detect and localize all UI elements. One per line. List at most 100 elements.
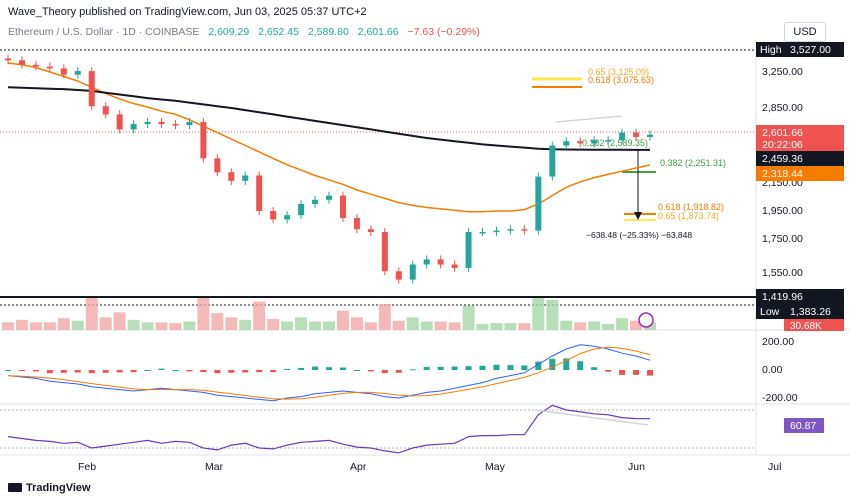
candle-body: [647, 134, 653, 137]
price-tick-1750: 1,750.00: [762, 233, 803, 245]
volume-tag: 30.68K: [790, 321, 822, 332]
fib-382-upper-label: 0.382 (2,589.35): [582, 138, 648, 148]
candle-body: [633, 132, 640, 137]
volume-bar: [476, 324, 489, 330]
macd-hist-bar: [493, 364, 500, 370]
candle-body: [312, 199, 319, 204]
support-tag: 1,419.96: [762, 291, 803, 303]
bar-countdown: 20:22:06: [762, 139, 803, 151]
macd-hist-bar: [186, 370, 193, 372]
macd-hist-bar: [339, 367, 346, 370]
macd-tick-200: 200.00: [762, 336, 794, 348]
rsi-tag-bg: [784, 418, 824, 433]
volume-bar: [392, 320, 405, 330]
volume-bar: [253, 301, 266, 330]
candle-body: [465, 232, 472, 268]
ohlc-high: 2,652.45: [258, 26, 299, 38]
ohlc-close: 2,601.66: [357, 26, 399, 38]
low-tag-label: Low: [760, 306, 780, 318]
measure-arrow-head: [634, 212, 642, 220]
tradingview-brand: TradingView: [26, 482, 91, 494]
tradingview-footer: TradingView: [8, 482, 91, 494]
macd-hist-bar: [465, 366, 472, 370]
macd-hist-bar: [381, 370, 388, 374]
macd-hist-bar: [228, 370, 235, 373]
high-value: 3,527.00: [790, 44, 831, 56]
volume-bar: [323, 321, 335, 330]
volume-bar: [57, 318, 70, 330]
macd-hist-bar: [591, 367, 598, 370]
volume-bar: [29, 322, 42, 330]
macd-hist-bar: [214, 370, 221, 374]
volume-bar: [490, 323, 503, 330]
macd-hist-bar: [116, 370, 123, 373]
macd-hist-bar: [88, 370, 95, 374]
macd-hist-bar: [521, 365, 528, 370]
current-price-bg: [756, 125, 844, 151]
macd-hist-bar: [270, 370, 277, 373]
candle-body: [102, 106, 109, 115]
candle-body: [423, 259, 430, 265]
volume-bar: [588, 321, 601, 330]
high-tag-bg: [756, 42, 784, 57]
macd-hist-bar: [242, 370, 249, 373]
macd-signal-line: [7, 346, 651, 400]
fib-650-upper-label: 0.65 (3,125.09): [588, 67, 649, 77]
macd-hist-bar: [5, 370, 11, 371]
price-tick-1550: 1,550.00: [762, 267, 803, 279]
macd-hist-bar: [647, 370, 653, 376]
macd-tick-neg200: -200.00: [762, 392, 798, 404]
volume-bar: [85, 298, 98, 330]
macd-hist-bar: [312, 366, 319, 370]
volume-bar: [546, 299, 559, 330]
symbol-legend: Ethereum / U.S. Dollar · 1D · COINBASE 2…: [8, 26, 480, 38]
volume-tag-bg: [784, 319, 844, 331]
macd-hist-bar: [353, 370, 360, 371]
macd-hist-bar: [451, 366, 458, 370]
volume-bar: [141, 322, 154, 330]
volume-bar: [267, 319, 280, 330]
candle-body: [200, 121, 207, 159]
low-tag-bg: [756, 304, 784, 319]
volume-bar: [462, 305, 475, 330]
macd-hist-bar: [298, 367, 305, 370]
price-tick-1950: 1,950.00: [762, 205, 803, 217]
volume-bar: [43, 322, 56, 330]
macd-hist-bar: [409, 369, 416, 371]
ema200-line: [7, 86, 650, 151]
candle-body: [493, 230, 500, 233]
indicator-toggle-icon[interactable]: [638, 312, 654, 328]
candle-body: [116, 114, 123, 130]
volume-bar: [2, 322, 14, 330]
volume-bar: [420, 321, 433, 330]
candle-body: [18, 60, 25, 65]
publisher-line: Wave_Theory published on TradingView.com…: [8, 6, 367, 18]
candle-body: [130, 124, 137, 130]
macd-hist-bar: [200, 370, 207, 373]
macd-hist-bar: [367, 370, 374, 372]
macd-hist-bar: [577, 361, 584, 370]
candle-body: [284, 215, 291, 220]
candle-body: [186, 121, 193, 126]
candle-body: [451, 264, 458, 268]
ema200-tag-bg: [756, 151, 844, 166]
currency-button[interactable]: USD: [784, 22, 826, 42]
volume-bar: [183, 321, 196, 330]
candle-body: [326, 195, 332, 200]
volume-bar: [630, 320, 643, 330]
volume-bar: [99, 317, 112, 330]
candle-body: [256, 175, 263, 211]
macd-hist-bar: [32, 370, 39, 372]
candle-body: [242, 175, 249, 181]
candle-body: [228, 172, 235, 181]
candle-body: [577, 141, 584, 144]
macd-hist-bar: [102, 370, 109, 373]
macd-hist-bar: [423, 366, 430, 370]
macd-hist-bar: [605, 370, 612, 372]
price-trendline: [555, 115, 623, 123]
measure-label: −638.48 (−25.33%) −63,848: [586, 230, 692, 240]
low-value: 1,383.26: [790, 306, 831, 318]
volume-bar: [71, 320, 84, 330]
rsi-value-tag: 60.87: [790, 420, 816, 432]
